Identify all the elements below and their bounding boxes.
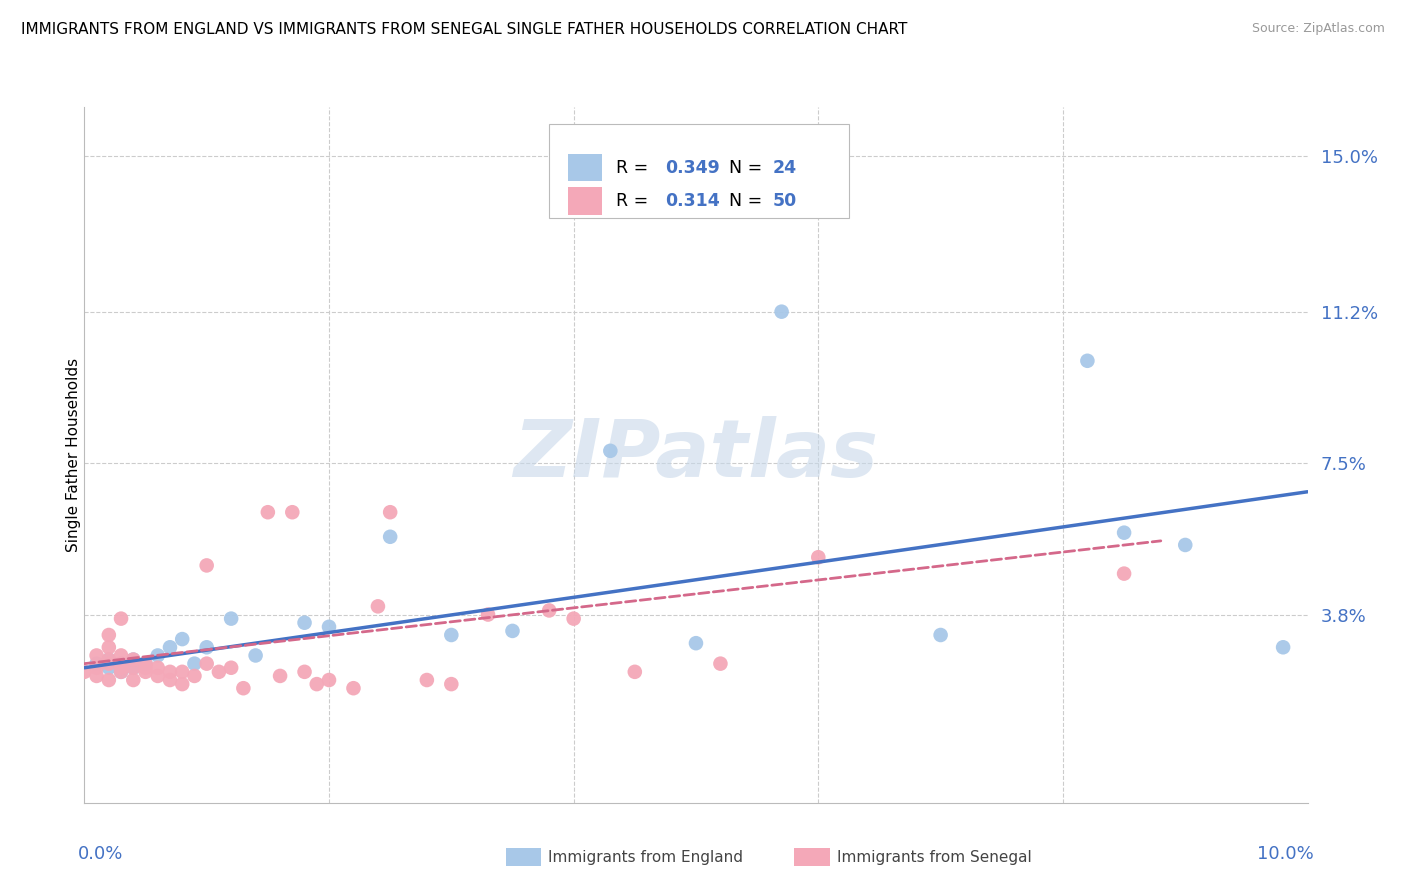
Point bbox=[159, 665, 181, 679]
Point bbox=[183, 669, 205, 683]
Text: ZIPatlas: ZIPatlas bbox=[513, 416, 879, 494]
Point bbox=[110, 661, 132, 675]
Point bbox=[146, 648, 169, 663]
Point bbox=[477, 607, 499, 622]
Point bbox=[538, 603, 561, 617]
Point bbox=[122, 661, 145, 675]
Point bbox=[685, 636, 707, 650]
Point bbox=[770, 304, 793, 318]
Point bbox=[146, 661, 169, 675]
Point bbox=[440, 628, 463, 642]
Point bbox=[110, 665, 132, 679]
Text: N =: N = bbox=[728, 192, 768, 210]
Text: 24: 24 bbox=[773, 159, 797, 177]
Point bbox=[1114, 525, 1136, 540]
Point bbox=[97, 661, 120, 675]
Point bbox=[86, 648, 108, 663]
Point bbox=[97, 673, 120, 687]
Point bbox=[342, 681, 364, 696]
Point bbox=[416, 673, 439, 687]
Point bbox=[86, 657, 108, 671]
Point bbox=[219, 612, 242, 626]
Point bbox=[245, 648, 267, 663]
Point bbox=[86, 669, 108, 683]
Text: R =: R = bbox=[616, 192, 654, 210]
Point bbox=[172, 677, 194, 691]
Point bbox=[380, 505, 402, 519]
Point bbox=[1272, 640, 1295, 655]
FancyBboxPatch shape bbox=[568, 187, 602, 215]
Text: Immigrants from Senegal: Immigrants from Senegal bbox=[837, 850, 1032, 864]
Point bbox=[122, 661, 145, 675]
Point bbox=[232, 681, 254, 696]
Point bbox=[110, 657, 132, 671]
Point bbox=[135, 661, 157, 675]
Point bbox=[135, 657, 157, 671]
Point bbox=[281, 505, 304, 519]
Point bbox=[599, 443, 621, 458]
Point bbox=[305, 677, 328, 691]
Point bbox=[122, 652, 145, 666]
Point bbox=[110, 648, 132, 663]
Text: 0.0%: 0.0% bbox=[79, 845, 124, 863]
Point bbox=[73, 665, 96, 679]
Point bbox=[219, 661, 242, 675]
Point bbox=[195, 640, 218, 655]
Point bbox=[159, 640, 181, 655]
Point bbox=[195, 558, 218, 573]
Point bbox=[502, 624, 524, 638]
Point bbox=[624, 665, 647, 679]
Point bbox=[183, 657, 205, 671]
Point bbox=[208, 665, 231, 679]
Point bbox=[86, 661, 108, 675]
Point bbox=[97, 640, 120, 655]
Point bbox=[97, 652, 120, 666]
Text: 0.349: 0.349 bbox=[665, 159, 720, 177]
Text: Source: ZipAtlas.com: Source: ZipAtlas.com bbox=[1251, 22, 1385, 36]
Text: N =: N = bbox=[728, 159, 768, 177]
Point bbox=[159, 673, 181, 687]
FancyBboxPatch shape bbox=[568, 153, 602, 181]
Point bbox=[294, 665, 316, 679]
Point bbox=[294, 615, 316, 630]
Point bbox=[318, 673, 340, 687]
Point bbox=[562, 612, 585, 626]
Point bbox=[172, 665, 194, 679]
FancyBboxPatch shape bbox=[550, 124, 849, 219]
Point bbox=[97, 657, 120, 671]
Point bbox=[97, 628, 120, 642]
Point bbox=[122, 652, 145, 666]
Text: R =: R = bbox=[616, 159, 654, 177]
Point bbox=[709, 657, 731, 671]
Point bbox=[1174, 538, 1197, 552]
Text: Immigrants from England: Immigrants from England bbox=[548, 850, 744, 864]
Point bbox=[269, 669, 291, 683]
Point bbox=[318, 620, 340, 634]
Y-axis label: Single Father Households: Single Father Households bbox=[66, 358, 80, 552]
Point bbox=[110, 657, 132, 671]
Point bbox=[257, 505, 280, 519]
Point bbox=[929, 628, 952, 642]
Point bbox=[380, 530, 402, 544]
Point bbox=[110, 665, 132, 679]
Point bbox=[122, 673, 145, 687]
Text: 10.0%: 10.0% bbox=[1257, 845, 1313, 863]
Point bbox=[1076, 353, 1098, 368]
Point bbox=[807, 550, 830, 565]
Point bbox=[1114, 566, 1136, 581]
Point bbox=[135, 657, 157, 671]
Point bbox=[146, 669, 169, 683]
Point bbox=[172, 632, 194, 646]
Point bbox=[97, 652, 120, 666]
Text: 0.314: 0.314 bbox=[665, 192, 720, 210]
Text: IMMIGRANTS FROM ENGLAND VS IMMIGRANTS FROM SENEGAL SINGLE FATHER HOUSEHOLDS CORR: IMMIGRANTS FROM ENGLAND VS IMMIGRANTS FR… bbox=[21, 22, 907, 37]
Point bbox=[367, 599, 389, 614]
Point bbox=[440, 677, 463, 691]
Point bbox=[135, 665, 157, 679]
Text: 50: 50 bbox=[773, 192, 797, 210]
Point bbox=[195, 657, 218, 671]
Point bbox=[110, 612, 132, 626]
